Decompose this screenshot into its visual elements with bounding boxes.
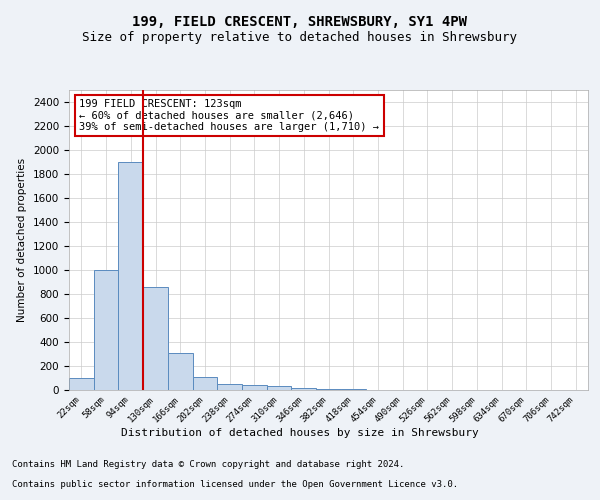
Text: Contains HM Land Registry data © Crown copyright and database right 2024.: Contains HM Land Registry data © Crown c… — [12, 460, 404, 469]
Bar — [94, 270, 118, 390]
Text: Size of property relative to detached houses in Shrewsbury: Size of property relative to detached ho… — [83, 31, 517, 44]
Bar — [242, 385, 267, 390]
Text: 199 FIELD CRESCENT: 123sqm
← 60% of detached houses are smaller (2,646)
39% of s: 199 FIELD CRESCENT: 123sqm ← 60% of deta… — [79, 99, 379, 132]
Bar — [316, 389, 341, 390]
Text: 199, FIELD CRESCENT, SHREWSBURY, SY1 4PW: 199, FIELD CRESCENT, SHREWSBURY, SY1 4PW — [133, 16, 467, 30]
Y-axis label: Number of detached properties: Number of detached properties — [17, 158, 28, 322]
Bar — [193, 377, 217, 390]
Text: Contains public sector information licensed under the Open Government Licence v3: Contains public sector information licen… — [12, 480, 458, 489]
Bar — [292, 388, 316, 390]
Text: Distribution of detached houses by size in Shrewsbury: Distribution of detached houses by size … — [121, 428, 479, 438]
Bar — [118, 162, 143, 390]
Bar — [267, 386, 292, 390]
Bar — [69, 378, 94, 390]
Bar — [168, 353, 193, 390]
Bar — [143, 287, 168, 390]
Bar — [217, 384, 242, 390]
